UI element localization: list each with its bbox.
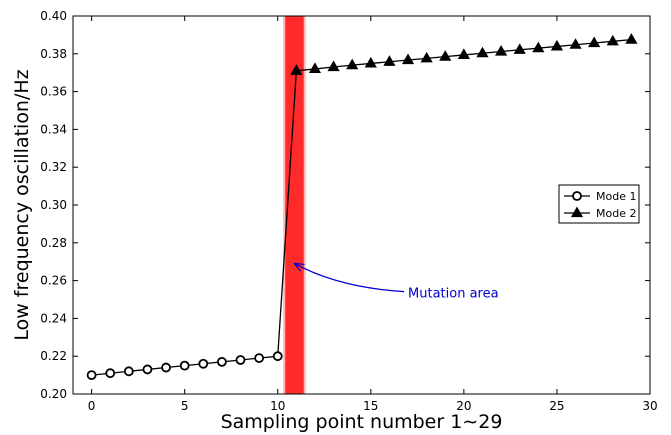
mutation-band-fade-left <box>283 16 286 394</box>
mutation-band-fade-right <box>303 16 306 394</box>
mode2-point <box>513 43 526 54</box>
mode2-point <box>495 45 508 56</box>
mode1-point <box>198 358 209 369</box>
mode1-point <box>272 351 283 362</box>
x-tick-label: 25 <box>549 399 564 413</box>
y-axis-title: Low frequency oscillation/Hz <box>11 69 33 340</box>
mode2-point <box>327 60 340 72</box>
mode2-point <box>457 48 470 60</box>
y-tick-label: 0.36 <box>40 85 67 99</box>
legend-marker-triangle <box>570 206 584 218</box>
mode2-point <box>550 39 564 51</box>
transition-line <box>277 70 298 357</box>
mode1-point <box>161 362 171 373</box>
mode2-point <box>290 64 303 75</box>
series-layer <box>86 33 638 381</box>
y-tick-label: 0.30 <box>40 198 67 212</box>
x-tick-label: 5 <box>181 399 189 413</box>
mode2-point <box>532 41 545 53</box>
x-tick-label: 30 <box>642 399 657 413</box>
mode2-point <box>364 56 377 68</box>
legend-marker-circle <box>572 191 582 201</box>
mode2-point <box>401 53 415 65</box>
mode2-point <box>606 34 619 46</box>
mode2-point <box>476 46 489 58</box>
legend-label: Mode 1 <box>596 190 636 203</box>
mode2-point <box>308 62 322 73</box>
mode1-point <box>217 356 227 367</box>
mode1-point <box>235 355 246 365</box>
y-tick-label: 0.32 <box>40 160 67 174</box>
axes: 0 5 10 15 20 25 30 0.20 0.22 0.24 0.26 0.28 0.30 0.32… <box>40 9 657 413</box>
mode1-point <box>254 353 265 363</box>
mode2-point <box>346 58 359 70</box>
mode2-point <box>569 38 582 49</box>
annotation-label: Mutation area <box>408 287 499 302</box>
mode2-point <box>588 36 601 48</box>
mode1-point <box>142 364 153 375</box>
mode2-point <box>420 51 433 63</box>
x-axis-title: Sampling point number 1∼29 <box>221 411 503 433</box>
mutation-band-layer <box>283 16 306 394</box>
y-tick-label: 0.28 <box>40 236 67 250</box>
y-tick-label: 0.38 <box>40 47 67 61</box>
legend-label: Mode 2 <box>596 207 636 220</box>
y-tick-label: 0.22 <box>40 349 67 363</box>
x-tick-label: 20 <box>456 399 471 413</box>
mode1-point <box>179 360 190 371</box>
mutation-band <box>285 16 304 394</box>
mode2-point <box>625 33 638 44</box>
annotation-layer: Mutation area <box>295 264 499 302</box>
y-tick-label: 0.34 <box>40 122 67 136</box>
y-tick-label: 0.40 <box>40 9 67 23</box>
x-tick-label: 15 <box>363 399 378 413</box>
x-tick-label: 10 <box>270 399 285 413</box>
mode1-point <box>105 368 116 379</box>
mode2-point <box>439 50 452 61</box>
y-tick-label: 0.20 <box>40 387 67 401</box>
y-tick-label: 0.24 <box>40 311 67 325</box>
mode2-point <box>383 55 396 66</box>
annotation-arrow <box>295 264 405 293</box>
x-tick-label: 0 <box>88 399 96 413</box>
y-tick-label: 0.26 <box>40 274 67 288</box>
mode1-point <box>123 366 134 377</box>
legend: Mode 1 Mode 2 <box>558 184 640 224</box>
mode1-point <box>86 370 97 381</box>
